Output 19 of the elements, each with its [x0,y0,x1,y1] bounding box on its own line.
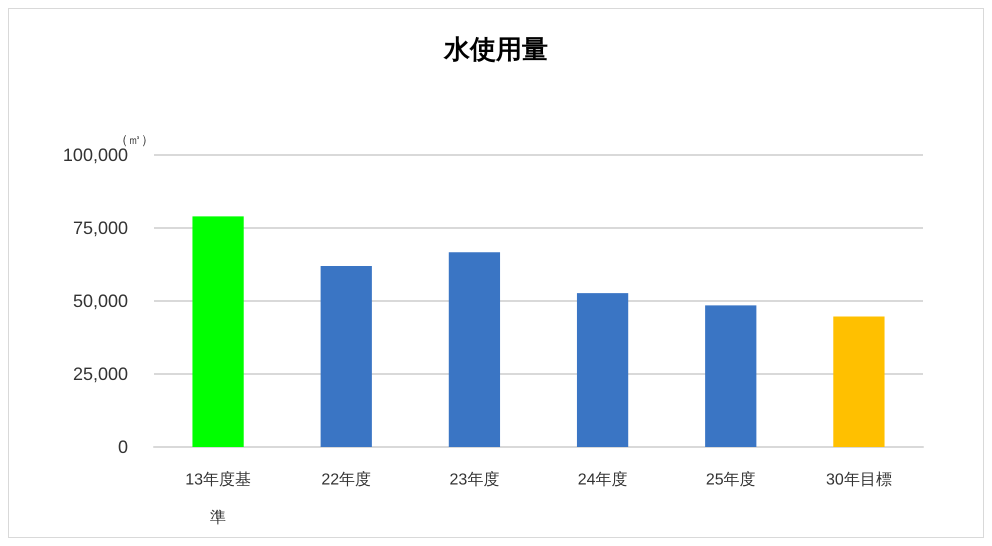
chart-title: 水使用量 [443,34,548,64]
bar [320,266,372,447]
bar [576,293,628,447]
y-axis-title: （㎥） [115,132,154,148]
y-tick-label: 100,000 [62,145,128,165]
y-tick-label: 0 [118,437,128,457]
x-tick-label: 23年度 [450,470,500,488]
x-tick-label: 24年度 [578,470,628,488]
bar [448,252,500,447]
y-tick-label: 75,000 [72,218,128,238]
x-tick-label: 25年度 [706,470,756,488]
x-tick-label: 22年度 [321,470,372,488]
y-tick-label: 50,000 [72,291,128,311]
bar [833,316,885,447]
category-label: 13年度基準 [185,472,251,526]
x-tick-label: 30年目標 [826,470,892,488]
y-tick-label: 25,000 [72,364,128,384]
bar [192,216,244,447]
bar [705,305,756,447]
